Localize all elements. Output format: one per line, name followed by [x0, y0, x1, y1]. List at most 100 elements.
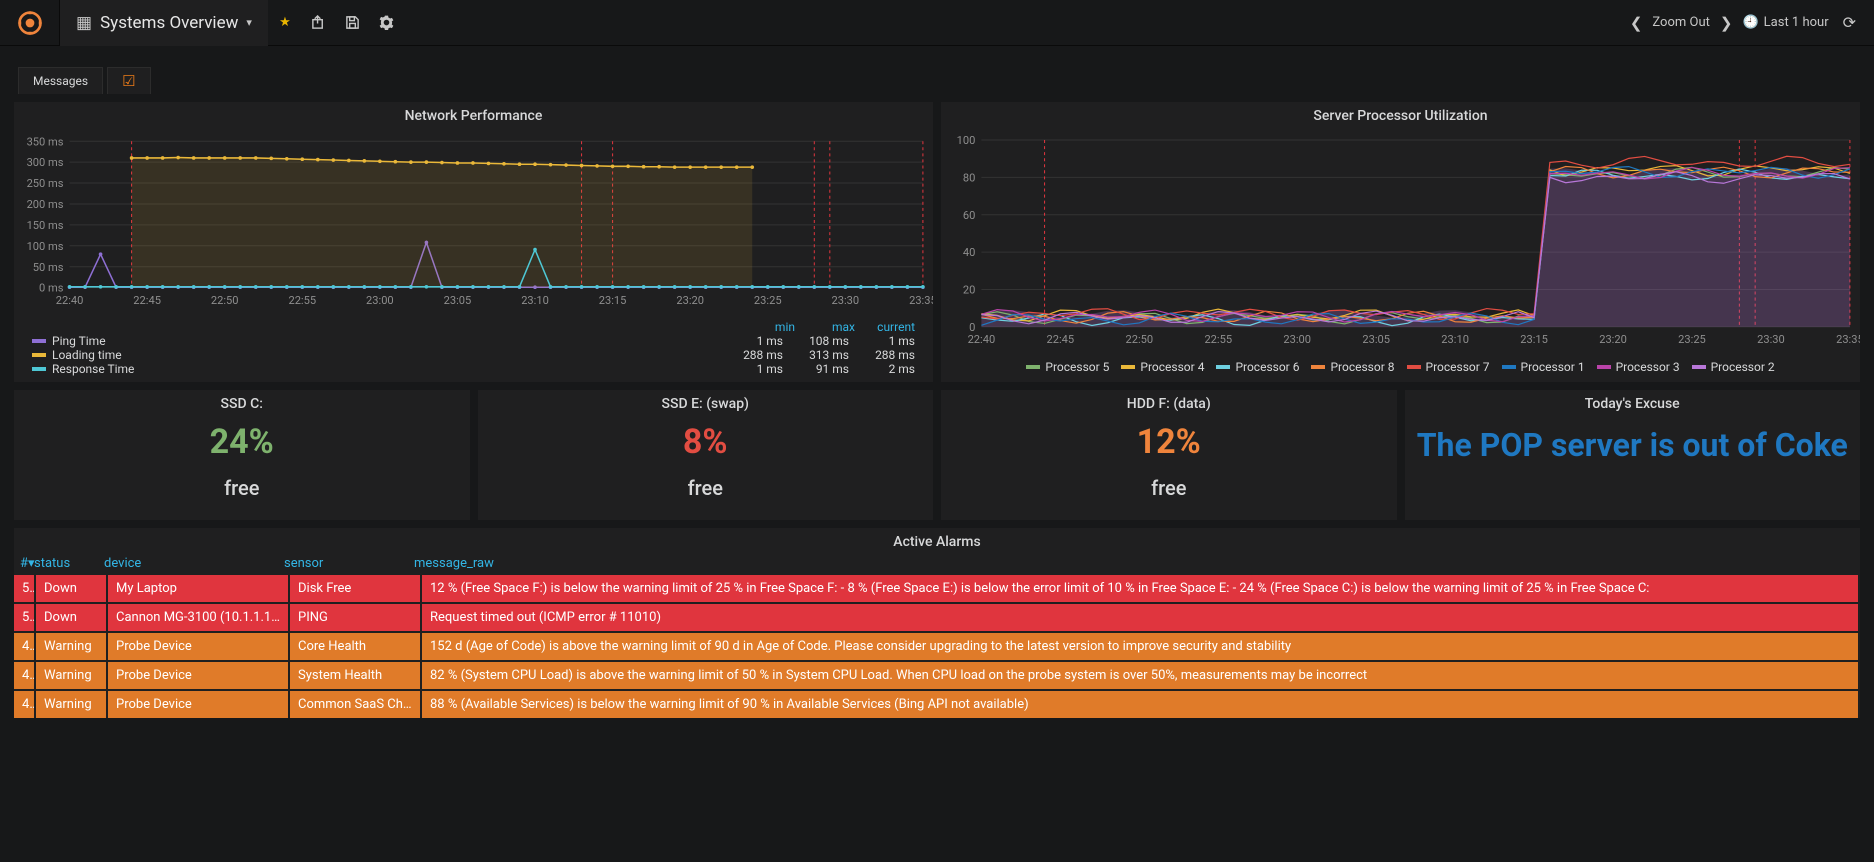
star-button[interactable]: ★ [268, 0, 302, 46]
table-header: #▾ status device sensor message_raw [14, 552, 1860, 575]
time-forward-button[interactable]: ❯ [1716, 14, 1737, 32]
svg-text:23:20: 23:20 [676, 294, 704, 307]
refresh-button[interactable]: ⟳ [1835, 13, 1864, 32]
svg-text:250 ms: 250 ms [27, 177, 64, 190]
time-back-button[interactable]: ❮ [1626, 14, 1647, 32]
svg-text:22:55: 22:55 [288, 294, 316, 307]
tab-messages[interactable]: Messages [18, 67, 103, 94]
svg-text:23:25: 23:25 [1678, 333, 1706, 346]
panel-title: HDD F: (data) [1127, 390, 1211, 414]
svg-text:22:45: 22:45 [133, 294, 161, 307]
panel-network-performance[interactable]: Network Performance 0 ms50 ms100 ms150 m… [14, 102, 933, 382]
stat-subtitle: free [1151, 476, 1186, 500]
svg-text:22:50: 22:50 [211, 294, 239, 307]
time-range-picker[interactable]: 🕘 Last 1 hour [1742, 15, 1828, 30]
chevron-down-icon: ▾ [246, 16, 252, 29]
stat-panel[interactable]: HDD F: (data) 12% free [941, 390, 1397, 520]
stat-panel[interactable]: SSD C: 24% free [14, 390, 470, 520]
svg-text:23:25: 23:25 [754, 294, 782, 307]
chart-legend: minmaxcurrentPing Time1 ms108 ms1 msLoad… [14, 318, 933, 382]
svg-text:22:40: 22:40 [968, 333, 996, 346]
panel-cpu-utilization[interactable]: Server Processor Utilization 0 20 40 60 80 10… [941, 102, 1860, 382]
svg-text:23:30: 23:30 [832, 294, 860, 307]
legend-item[interactable]: Loading time288 ms313 ms288 ms [32, 348, 915, 362]
svg-text:150 ms: 150 ms [27, 219, 64, 232]
clock-icon: 🕘 [1742, 15, 1758, 30]
svg-text:22:45: 22:45 [1047, 333, 1075, 346]
svg-text:80: 80 [963, 171, 975, 184]
panel-title: Active Alarms [14, 528, 1860, 552]
legend-item[interactable]: Response Time1 ms91 ms2 ms [32, 362, 915, 376]
svg-text:23:15: 23:15 [1520, 333, 1548, 346]
svg-text:100: 100 [957, 134, 976, 147]
svg-text:23:00: 23:00 [366, 294, 394, 307]
table-row[interactable]: 5DownCannon MG-3100 (10.1.1.107)PINGRequ… [14, 604, 1860, 631]
top-nav: ▦ Systems Overview ▾ ★ ❮ Zoom Out ❯ 🕘 La… [0, 0, 1874, 46]
svg-text:23:05: 23:05 [444, 294, 472, 307]
svg-text:60: 60 [963, 209, 975, 222]
settings-button[interactable] [370, 0, 404, 46]
dashboard-picker[interactable]: ▦ Systems Overview ▾ [60, 0, 268, 46]
dashboard-title: Systems Overview [100, 13, 238, 33]
legend-item[interactable]: Processor 2 [1692, 360, 1775, 374]
stat-value: 8% [683, 422, 728, 462]
col-status[interactable]: status [34, 556, 104, 571]
legend-item[interactable]: Processor 6 [1216, 360, 1299, 374]
legend-item[interactable]: Processor 5 [1026, 360, 1109, 374]
svg-text:200 ms: 200 ms [27, 198, 64, 211]
share-button[interactable] [302, 0, 336, 46]
svg-text:40: 40 [963, 246, 975, 259]
stat-value: The POP server is out of Coke [1407, 426, 1858, 464]
svg-text:350 ms: 350 ms [27, 135, 64, 148]
table-row[interactable]: 4WarningProbe DeviceCore Health152 d (Ag… [14, 633, 1860, 660]
svg-text:23:35: 23:35 [909, 294, 933, 307]
stat-value: 24% [210, 422, 274, 462]
svg-text:0: 0 [969, 321, 975, 334]
tab-row: Messages ☑ [0, 60, 1874, 94]
table-row[interactable]: 4WarningProbe DeviceCommon SaaS Check88 … [14, 691, 1860, 718]
col-device[interactable]: device [104, 556, 284, 571]
col-sensor[interactable]: sensor [284, 556, 414, 571]
table-row[interactable]: 5DownMy LaptopDisk Free12 % (Free Space … [14, 575, 1860, 602]
legend-item[interactable]: Processor 3 [1597, 360, 1680, 374]
col-number[interactable]: #▾ [14, 556, 34, 571]
svg-text:23:15: 23:15 [599, 294, 627, 307]
panel-active-alarms: Active Alarms #▾ status device sensor me… [14, 528, 1860, 718]
table-row[interactable]: 4WarningProbe DeviceSystem Health82 % (S… [14, 662, 1860, 689]
legend-item[interactable]: Processor 7 [1407, 360, 1490, 374]
legend-item[interactable]: Ping Time1 ms108 ms1 ms [32, 334, 915, 348]
svg-text:23:10: 23:10 [521, 294, 549, 307]
dashboard-icon: ▦ [76, 13, 92, 33]
svg-text:23:35: 23:35 [1836, 333, 1860, 346]
chart-legend: Processor 5 Processor 4 Processor 6 Process… [941, 356, 1860, 382]
col-message[interactable]: message_raw [414, 556, 1860, 571]
panel-title: Server Processor Utilization [941, 102, 1860, 126]
svg-text:20: 20 [963, 284, 975, 297]
svg-text:23:05: 23:05 [1362, 333, 1390, 346]
panel-title: Today's Excuse [1585, 390, 1680, 414]
svg-text:23:00: 23:00 [1283, 333, 1311, 346]
stat-panel[interactable]: SSD E: (swap)8%free [478, 390, 934, 520]
tab-annotations-toggle[interactable]: ☑ [107, 67, 150, 94]
grafana-logo[interactable] [0, 0, 60, 46]
time-controls: ❮ Zoom Out ❯ 🕘 Last 1 hour ⟳ [1626, 13, 1874, 32]
svg-text:100 ms: 100 ms [27, 240, 64, 253]
svg-text:50 ms: 50 ms [33, 261, 64, 274]
svg-text:22:50: 22:50 [1125, 333, 1153, 346]
svg-text:23:10: 23:10 [1441, 333, 1469, 346]
svg-text:22:55: 22:55 [1204, 333, 1232, 346]
panel-title: Network Performance [14, 102, 933, 126]
stat-panel[interactable]: Today's Excuse The POP server is out of C… [1405, 390, 1861, 520]
svg-text:23:30: 23:30 [1757, 333, 1785, 346]
legend-item[interactable]: Processor 4 [1121, 360, 1204, 374]
svg-text:300 ms: 300 ms [27, 156, 64, 169]
stat-value: 12% [1137, 422, 1201, 462]
save-button[interactable] [336, 0, 370, 46]
svg-text:23:20: 23:20 [1599, 333, 1627, 346]
panel-title: SSD E: (swap) [662, 390, 749, 414]
legend-item[interactable]: Processor 8 [1311, 360, 1394, 374]
stat-subtitle: free [224, 476, 259, 500]
zoom-out-button[interactable]: Zoom Out [1652, 15, 1709, 30]
legend-item[interactable]: Processor 1 [1502, 360, 1585, 374]
panel-title: SSD C: [221, 390, 263, 414]
